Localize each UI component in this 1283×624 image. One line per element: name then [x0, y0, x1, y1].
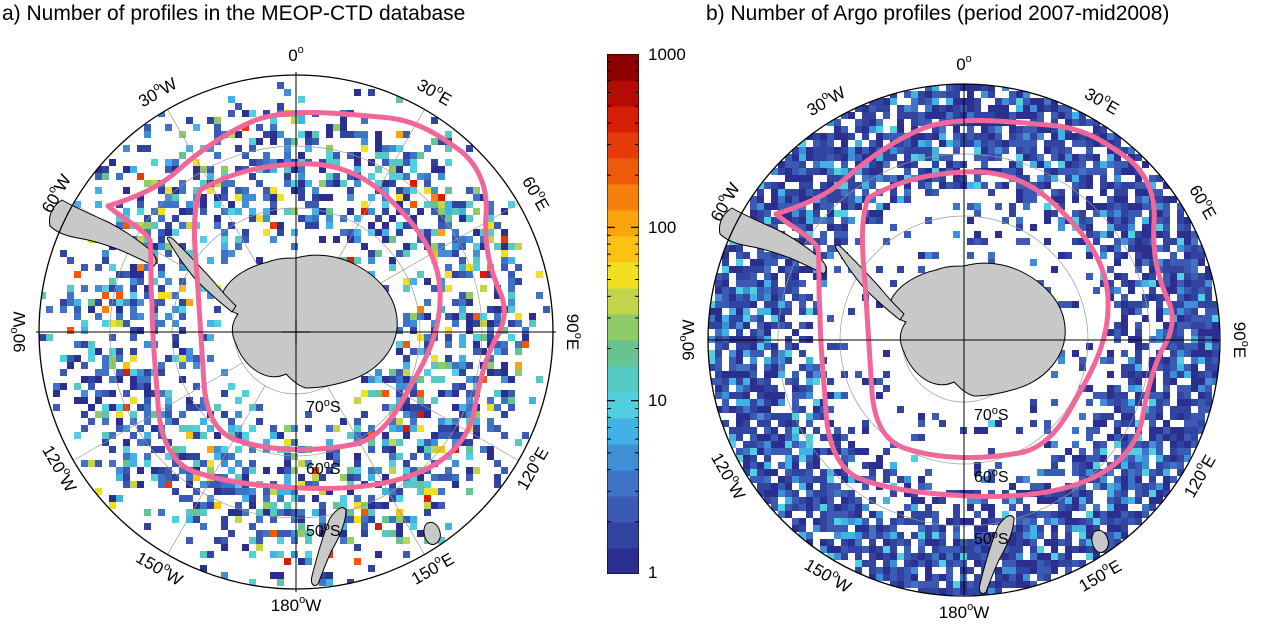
panel-a-title: a) Number of profiles in the MEOP-CTD da…	[2, 2, 466, 25]
panel-b-lat-label: 70oS	[974, 405, 1009, 424]
colorbar-segment	[607, 132, 639, 159]
colorbar-tick-1: 1	[648, 563, 658, 582]
colorbar-segment	[607, 340, 639, 367]
panel-a-antarctica	[222, 254, 398, 389]
colorbar-tick-10: 10	[648, 391, 667, 410]
panel-a-front-inner	[191, 161, 443, 453]
panel-b-lon-label: 180oW	[939, 601, 990, 623]
colorbar-segment	[607, 392, 639, 419]
panel-b-title: b) Number of Argo profiles (period 2007-…	[706, 2, 1170, 25]
colorbar-segment	[607, 418, 639, 445]
panel-a-lon-label: 180oW	[271, 594, 322, 616]
panel-a-lon-label: 120oE	[511, 443, 553, 493]
panel-a-lat-label: 70oS	[306, 397, 341, 416]
colorbar-segment	[607, 158, 639, 185]
panel-b-lat-label: 50oS	[974, 529, 1009, 548]
colorbar-segment	[607, 496, 639, 523]
panel-a-lon-label: 150oE	[407, 547, 457, 589]
colorbar-tick-100: 100	[648, 218, 677, 237]
colorbar-segment	[607, 288, 639, 315]
panel-b-lon-label: 0o	[956, 53, 972, 75]
panel-a-map: 0o 30oE 60oE 90oE 120oE 150oE 180oW 150oW 120oW 9…	[8, 44, 584, 616]
panel-a-lon-label: 90oW	[8, 311, 30, 352]
panel-b-antarctica	[890, 262, 1066, 397]
panel-b-front-inner	[859, 169, 1111, 461]
panel-a-data-cells	[39, 82, 550, 586]
panel-a-lon-label: 0o	[288, 44, 304, 66]
panel-a-lon-label: 90oE	[563, 314, 585, 350]
panel-a-lon-label: 30oE	[414, 73, 456, 110]
colorbar-segment	[607, 80, 639, 107]
colorbar-segment	[607, 470, 639, 497]
colorbar-segment	[607, 548, 639, 574]
panel-b-map: 0o30oE60oE90oE120oE150oE180oW150oW120oW9…	[677, 53, 1251, 623]
panel-b-front-outer	[773, 118, 1175, 499]
panel-a-lon-label: 150oW	[132, 546, 187, 590]
panel-b-lon-label: 90oE	[1230, 322, 1252, 358]
panel-b-tasmania	[1091, 529, 1109, 553]
colorbar-segment	[607, 444, 639, 471]
panel-a-lon-label: 120oW	[38, 441, 82, 496]
colorbar-segment	[607, 522, 639, 549]
panel-b-lon-label: 30oE	[1081, 82, 1123, 119]
colorbar-segment	[607, 366, 639, 393]
panel-a-south-america	[49, 199, 157, 267]
colorbar-tick-1000: 1000	[648, 45, 686, 64]
panel-a-lat-label: 60oS	[306, 459, 341, 478]
panel-b-south-america	[719, 207, 827, 275]
panel-a-tasmania	[423, 521, 441, 545]
colorbar-segment	[607, 54, 639, 81]
colorbar-segment	[607, 262, 639, 289]
panel-b-lon-label: 90oW	[677, 319, 699, 360]
colorbar-segment	[607, 236, 639, 263]
panel-a-lon-label: 60oE	[518, 172, 555, 214]
panel-a-new-zealand	[311, 507, 347, 587]
panel-a-front-outer	[105, 110, 507, 491]
colorbar-segment	[607, 106, 639, 133]
colorbar-segment	[607, 314, 639, 341]
colorbar-segment	[607, 184, 639, 211]
colorbar-segment	[607, 210, 639, 237]
panel-b-lat-label: 60oS	[974, 467, 1009, 486]
panel-b-lon-label: 60oE	[1185, 181, 1222, 223]
panel-b-new-zealand	[979, 515, 1015, 595]
panel-a-lat-label: 50oS	[306, 521, 341, 540]
colorbar	[607, 54, 639, 574]
